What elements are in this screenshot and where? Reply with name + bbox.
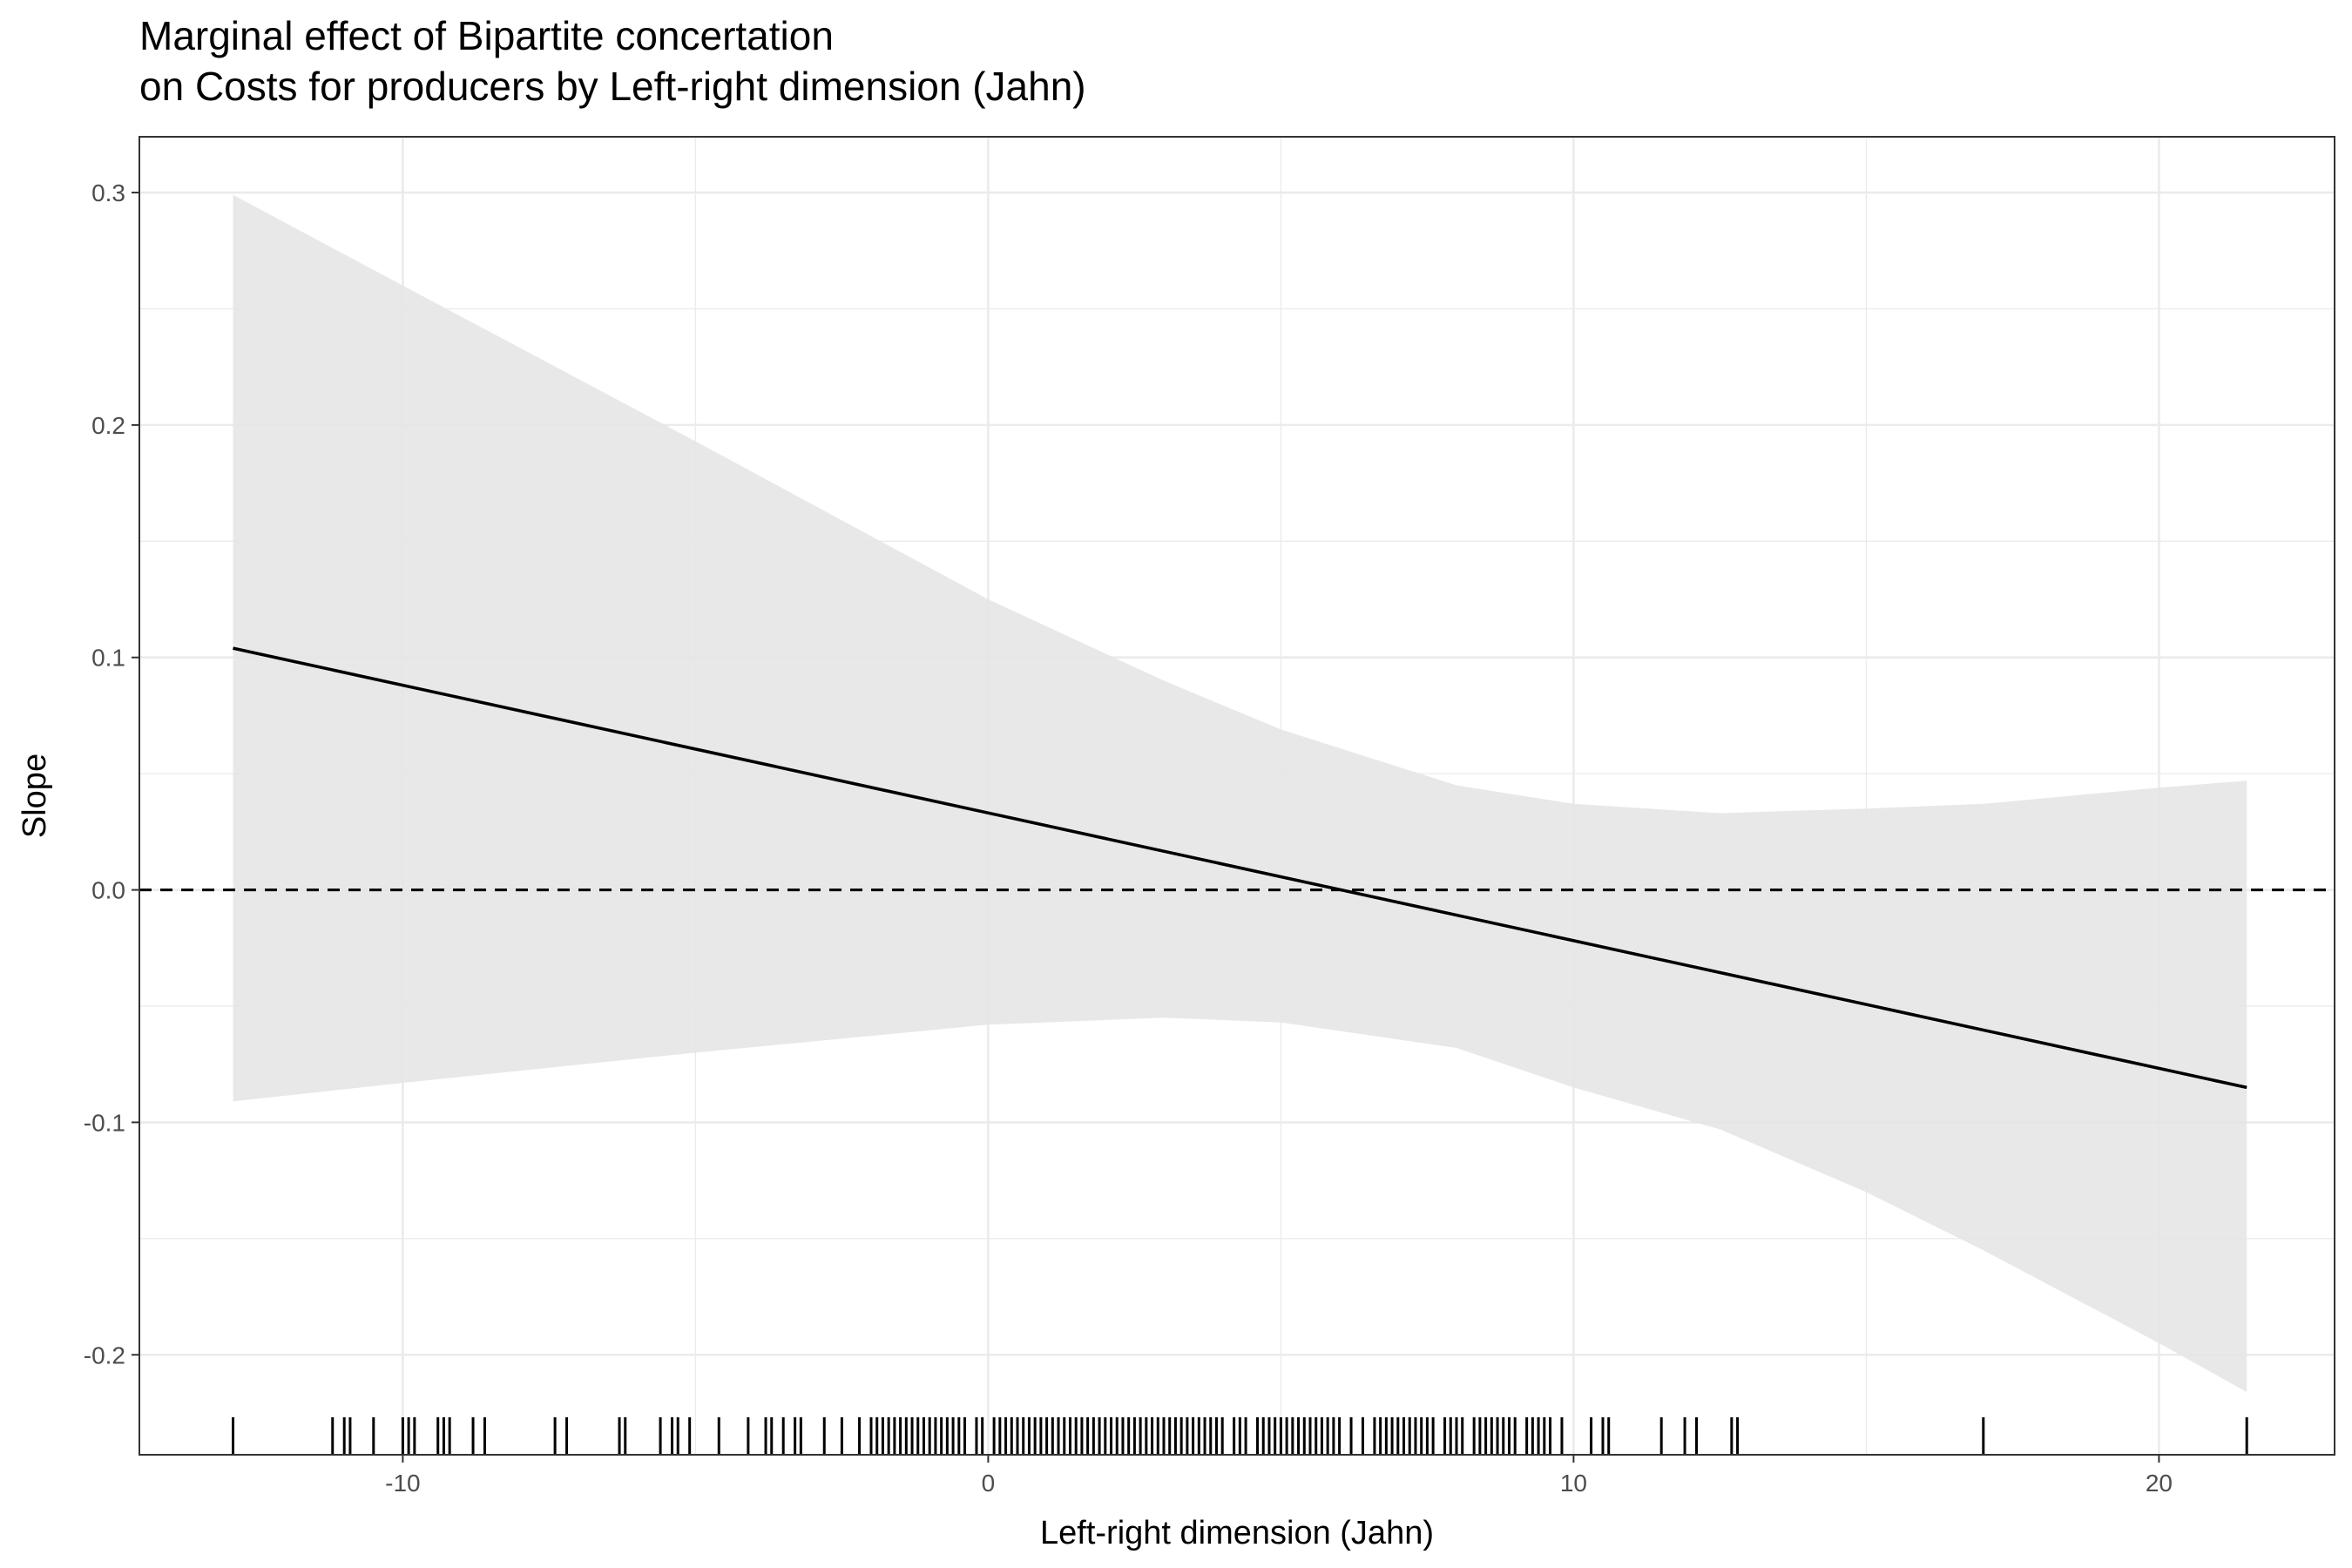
slope-line (233, 646, 2247, 1090)
x-tick-label: -10 (385, 1470, 420, 1497)
x-tick-label: 0 (982, 1470, 996, 1497)
x-tick-label: 20 (2146, 1470, 2173, 1497)
y-tick-label: 0.3 (91, 179, 125, 206)
panel-border (139, 136, 2335, 1456)
chart-title-line-2: on Costs for producers by Left-right dim… (139, 64, 1086, 109)
slope-series (233, 646, 2247, 1090)
chart-title-line-1: Marginal effect of Bipartite concertatio… (139, 13, 834, 58)
y-axis: -0.2 -0.1 0.0 0.1 0.2 0.3 (84, 179, 139, 1369)
x-axis: -10 0 10 20 (385, 1455, 2173, 1497)
rug-marks (232, 1417, 2248, 1455)
y-tick-label: 0.0 (91, 877, 125, 904)
y-tick-label: -0.2 (84, 1342, 125, 1369)
confidence-band (233, 194, 2247, 1393)
x-axis-title: Left-right dimension (Jahn) (1040, 1515, 1434, 1551)
confidence-band-area (233, 194, 2247, 1393)
y-tick-label: -0.1 (84, 1109, 125, 1136)
y-axis-title: Slope (17, 754, 53, 838)
y-tick-label: 0.2 (91, 412, 125, 439)
y-tick-label: 0.1 (91, 645, 125, 672)
x-tick-label: 10 (1560, 1470, 1587, 1497)
